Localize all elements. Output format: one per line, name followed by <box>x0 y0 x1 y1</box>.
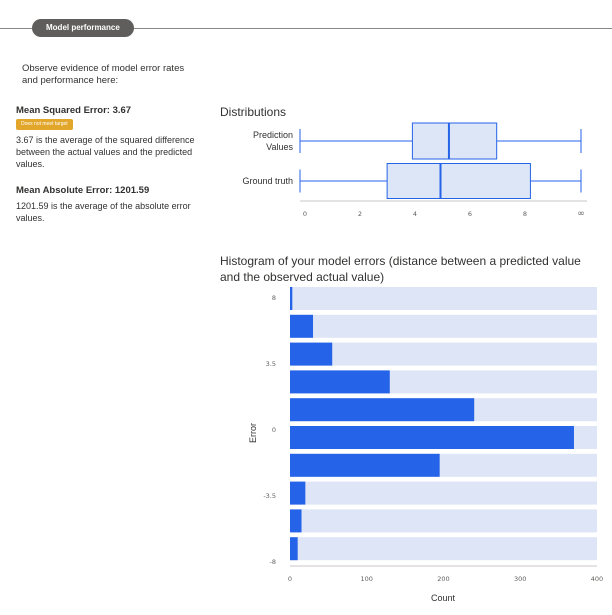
histogram-bar <box>290 509 302 533</box>
histogram-bar <box>290 426 574 449</box>
mse-description: 3.67 is the average of the squared diffe… <box>16 135 195 169</box>
box-x-tick-label: ∞ <box>577 209 585 219</box>
histogram-bar-track <box>290 287 597 310</box>
prediction-label: Prediction Values <box>220 129 293 153</box>
histogram-bar <box>290 481 306 505</box>
histogram-y-tick-label: -8 <box>270 558 276 566</box>
box-ground-truth-iqr <box>386 163 531 199</box>
box-x-tick-label: 2 <box>358 210 362 218</box>
box-x-tick-label: 8 <box>523 210 527 218</box>
status-badge: Does not meet target <box>16 119 73 130</box>
mae-title: Mean Absolute Error: 1201.59 <box>16 185 150 196</box>
histogram-bar-track <box>290 481 597 505</box>
intro-text: Observe evidence of model error rates an… <box>22 63 185 86</box>
mse-title: Mean Squared Error: 3.67 <box>16 105 132 116</box>
histogram-y-tick-label: 3.5 <box>266 360 276 368</box>
histogram-bar <box>290 342 333 366</box>
histogram-bar <box>290 370 390 394</box>
histogram-bar <box>290 398 475 422</box>
x-axis-label: Count <box>431 593 456 603</box>
prediction-label-line2: Values <box>266 142 293 152</box>
histogram-bar-track <box>290 314 597 338</box>
mae-description: 1201.59 is the average of the absolute e… <box>16 201 191 223</box>
distributions-title: Distributions <box>220 105 287 119</box>
histogram-bar <box>290 314 314 338</box>
box-x-tick-label: 6 <box>468 210 472 218</box>
histogram-y-tick-label: 8 <box>272 294 276 302</box>
histogram-bar-track <box>290 342 597 366</box>
histogram-bar <box>290 287 293 310</box>
histogram-x-tick-label: 300 <box>514 575 526 583</box>
histogram-bar-track <box>290 509 597 533</box>
histogram-x-tick-label: 200 <box>437 575 449 583</box>
histogram-x-tick-label: 100 <box>361 575 373 583</box>
histogram-y-tick-label: -3.5 <box>263 492 276 500</box>
box-x-tick-label: 0 <box>303 210 307 218</box>
box-prediction-iqr <box>411 122 498 160</box>
page-title: Model performance <box>32 19 134 37</box>
histogram-x-tick-label: 400 <box>591 575 603 583</box>
box-x-tick-label: 4 <box>413 210 417 218</box>
ground-truth-label: Ground truth <box>242 176 293 186</box>
histogram-y-tick-label: 0 <box>272 426 276 434</box>
histogram-x-tick-label: 0 <box>288 575 292 583</box>
histogram-title: Histogram of your model errors (distance… <box>220 254 581 284</box>
header-divider <box>0 28 612 29</box>
histogram-bar <box>290 537 298 561</box>
histogram-bar <box>290 453 440 477</box>
prediction-label-line1: Prediction <box>252 130 293 140</box>
histogram-bar-track <box>290 537 597 561</box>
